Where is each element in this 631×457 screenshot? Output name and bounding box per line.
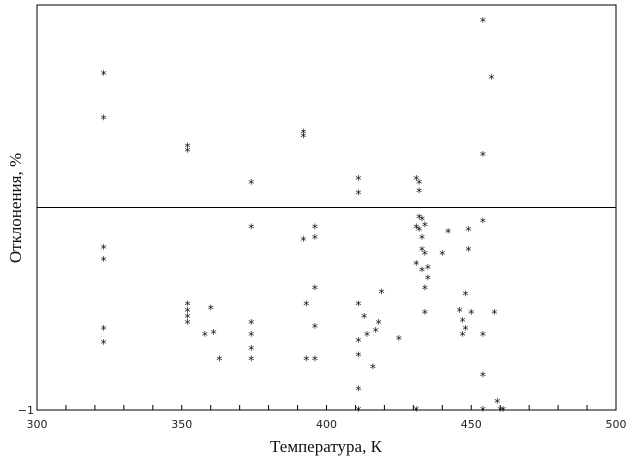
data-point: * (373, 325, 379, 339)
data-point: * (202, 329, 208, 343)
data-point: * (480, 216, 486, 230)
data-point: * (312, 282, 318, 296)
data-point: * (396, 333, 402, 347)
data-point: * (419, 264, 425, 278)
x-tick-label: 300 (27, 418, 48, 431)
data-point: * (465, 224, 471, 238)
data-point: * (416, 177, 422, 191)
x-tick-label: 400 (316, 418, 337, 431)
data-point: * (419, 244, 425, 258)
data-point: * (303, 299, 309, 313)
data-point: * (101, 68, 107, 82)
data-point: * (500, 404, 506, 418)
data-point: * (355, 299, 361, 313)
data-point: * (101, 254, 107, 268)
data-point: * (497, 404, 503, 418)
data-point: * (300, 131, 306, 145)
data-point: * (101, 323, 107, 337)
data-point: * (355, 349, 361, 363)
data-point: * (208, 303, 214, 317)
data-point: * (413, 173, 419, 187)
data-point: * (465, 244, 471, 258)
data-point: * (445, 226, 451, 240)
data-point: * (425, 262, 431, 276)
data-point: * (416, 212, 422, 226)
data-point: * (300, 127, 306, 141)
data-point: * (480, 404, 486, 418)
data-point: * (419, 214, 425, 228)
data-point: * (185, 299, 191, 313)
data-point: * (312, 232, 318, 246)
data-point: * (101, 337, 107, 351)
x-tick-label: 450 (461, 418, 482, 431)
data-point: * (185, 145, 191, 159)
data-point: * (185, 311, 191, 325)
data-point: * (416, 185, 422, 199)
data-point: * (425, 272, 431, 286)
data-point: * (216, 353, 222, 367)
data-point: * (468, 307, 474, 321)
data-point: * (101, 112, 107, 126)
data-point: * (312, 222, 318, 236)
data-point: * (489, 72, 495, 86)
data-point: * (480, 149, 486, 163)
data-point: * (185, 317, 191, 331)
data-point: * (312, 321, 318, 335)
data-point: * (379, 287, 385, 301)
data-point: * (462, 323, 468, 337)
data-point: * (422, 307, 428, 321)
data-point: * (248, 353, 254, 367)
data-point: * (416, 224, 422, 238)
data-point: * (355, 187, 361, 201)
data-point: * (460, 315, 466, 329)
data-point: * (480, 15, 486, 29)
data-point: * (413, 258, 419, 272)
data-point: * (211, 327, 217, 341)
data-point: * (101, 242, 107, 256)
data-point: * (422, 248, 428, 262)
data-point: * (480, 370, 486, 384)
data-point: * (248, 317, 254, 331)
data-point: * (248, 177, 254, 191)
data-point: * (494, 396, 500, 410)
data-point: * (370, 361, 376, 375)
data-point: * (361, 311, 367, 325)
y-axis-title: Отклонения, % (6, 153, 25, 263)
data-point: * (300, 234, 306, 248)
data-point: * (355, 384, 361, 398)
y-tick-label: −1 (18, 404, 34, 417)
data-point: * (462, 289, 468, 303)
data-point: * (303, 353, 309, 367)
data-point: * (312, 353, 318, 367)
data-point: * (491, 307, 497, 321)
data-point: * (422, 220, 428, 234)
data-point: * (248, 329, 254, 343)
data-point: * (355, 173, 361, 187)
data-point: * (185, 141, 191, 155)
data-point: * (355, 404, 361, 418)
x-tick-label: 350 (171, 418, 192, 431)
data-point: * (422, 282, 428, 296)
x-axis-title: Температура, К (270, 437, 383, 456)
data-point: * (248, 343, 254, 357)
data-point: * (460, 329, 466, 343)
data-point: * (457, 305, 463, 319)
data-point: * (413, 404, 419, 418)
data-point: * (364, 329, 370, 343)
data-point: * (376, 317, 382, 331)
x-tick-label: 500 (606, 418, 627, 431)
data-point: * (419, 232, 425, 246)
data-point: * (355, 335, 361, 349)
data-point: * (480, 329, 486, 343)
data-point: * (185, 305, 191, 319)
data-point: * (248, 222, 254, 236)
data-point: * (413, 222, 419, 236)
data-point: * (439, 248, 445, 262)
